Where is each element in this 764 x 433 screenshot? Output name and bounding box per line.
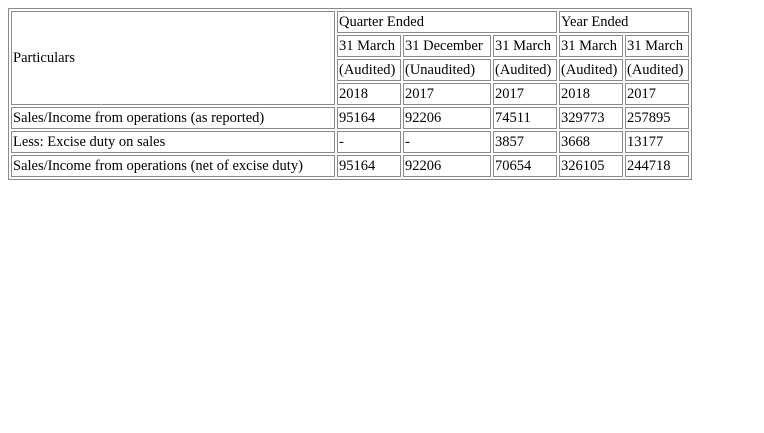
value-cell: 3857 [493,131,557,153]
value-cell: 74511 [493,107,557,129]
period-date-cell: 31 March [625,35,689,57]
value-cell: - [403,131,491,153]
row-label: Sales/Income from operations (as reporte… [11,107,335,129]
value-cell: 326105 [559,155,623,177]
period-date-cell: 31 March [493,35,557,57]
year-cell: 2017 [493,83,557,105]
period-date-cell: 31 March [337,35,401,57]
value-cell: 95164 [337,107,401,129]
header-row-groups: Particulars Quarter Ended Year Ended [11,11,689,105]
year-cell: 2018 [559,83,623,105]
financial-results-table: Particulars Quarter Ended Year Ended 31 … [8,8,692,180]
table-row: Sales/Income from operations (as reporte… [11,107,689,129]
audit-status-cell: (Audited) [559,59,623,81]
year-cell: 2017 [403,83,491,105]
table-row: Sales/Income from operations (net of exc… [11,155,689,177]
audit-status-cell: (Audited) [493,59,557,81]
row-label: Sales/Income from operations (net of exc… [11,155,335,177]
audit-status-cell: (Audited) [337,59,401,81]
value-cell: 70654 [493,155,557,177]
year-cell: 2018 [337,83,401,105]
quarter-ended-header: Quarter Ended [337,11,557,33]
audit-status-cell: (Unaudited) [403,59,491,81]
period-date-cell: 31 March [559,35,623,57]
audit-status-cell: (Audited) [625,59,689,81]
value-cell: 3668 [559,131,623,153]
header-row-years: 2018 2017 2017 2018 2017 [11,83,689,105]
value-cell: - [337,131,401,153]
value-cell: 329773 [559,107,623,129]
value-cell: 95164 [337,155,401,177]
particulars-header: Particulars [11,11,335,105]
header-row-dates: 31 March 31 December 31 March 31 March 3… [11,35,689,57]
value-cell: 13177 [625,131,689,153]
period-date-cell: 31 December [403,35,491,57]
row-label: Less: Excise duty on sales [11,131,335,153]
value-cell: 257895 [625,107,689,129]
value-cell: 244718 [625,155,689,177]
header-row-audit-status: (Audited) (Unaudited) (Audited) (Audited… [11,59,689,81]
value-cell: 92206 [403,107,491,129]
year-cell: 2017 [625,83,689,105]
year-ended-header: Year Ended [559,11,689,33]
value-cell: 92206 [403,155,491,177]
table-row: Less: Excise duty on sales - - 3857 3668… [11,131,689,153]
